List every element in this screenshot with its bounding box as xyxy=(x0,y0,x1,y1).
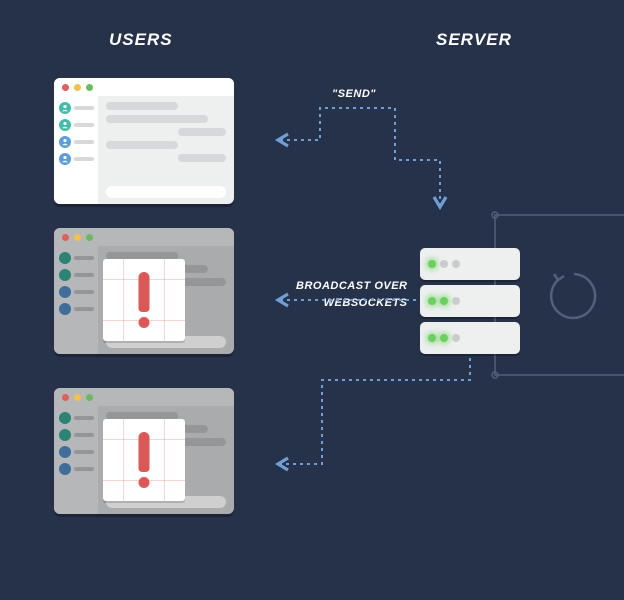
user-icon xyxy=(59,252,71,264)
zoom-icon xyxy=(86,234,93,241)
led-icon xyxy=(440,297,448,305)
arrow-send xyxy=(280,108,440,205)
led-icon xyxy=(428,297,436,305)
user-sidebar xyxy=(54,246,98,354)
exclamation-icon xyxy=(139,272,150,328)
titlebar xyxy=(54,228,234,246)
led-icon xyxy=(452,334,460,342)
label-broadcast-line1: BROADCAST OVER xyxy=(296,280,408,292)
led-icon xyxy=(452,297,460,305)
close-icon xyxy=(62,84,69,91)
minimize-icon xyxy=(74,394,81,401)
user-icon xyxy=(59,412,71,424)
user-icon xyxy=(59,303,71,315)
server-stack xyxy=(420,248,520,359)
heading-users: USERS xyxy=(109,30,173,50)
user-icon xyxy=(59,429,71,441)
minimize-icon xyxy=(74,234,81,241)
user-icon xyxy=(59,286,71,298)
message-input xyxy=(106,186,226,198)
led-icon xyxy=(428,260,436,268)
server-rack xyxy=(420,248,520,280)
minimize-icon xyxy=(74,84,81,91)
error-overlay xyxy=(103,419,185,501)
led-icon xyxy=(440,334,448,342)
chat-pane xyxy=(98,96,234,204)
user-icon xyxy=(59,463,71,475)
user-icon xyxy=(59,119,71,131)
user-icon xyxy=(59,153,71,165)
titlebar xyxy=(54,388,234,406)
label-broadcast-line2: WEBSOCKETS xyxy=(324,297,408,309)
led-icon xyxy=(440,260,448,268)
user-icon xyxy=(59,446,71,458)
arrow-broadcast-bottom xyxy=(280,358,470,464)
led-icon xyxy=(452,260,460,268)
close-icon xyxy=(62,394,69,401)
zoom-icon xyxy=(86,84,93,91)
browser-window-error xyxy=(54,388,234,514)
refresh-icon xyxy=(548,270,600,322)
heading-server: SERVER xyxy=(436,30,512,50)
led-icon xyxy=(428,334,436,342)
error-overlay xyxy=(103,259,185,341)
server-rack xyxy=(420,322,520,354)
browser-window-active xyxy=(54,78,234,204)
exclamation-icon xyxy=(139,432,150,488)
user-sidebar xyxy=(54,406,98,514)
label-broadcast: BROADCAST OVER WEBSOCKETS xyxy=(296,278,408,311)
user-icon xyxy=(59,136,71,148)
user-icon xyxy=(59,102,71,114)
label-send: "SEND" xyxy=(332,88,376,100)
server-rack xyxy=(420,285,520,317)
zoom-icon xyxy=(86,394,93,401)
user-sidebar xyxy=(54,96,98,204)
user-icon xyxy=(59,269,71,281)
close-icon xyxy=(62,234,69,241)
browser-window-error xyxy=(54,228,234,354)
titlebar xyxy=(54,78,234,96)
